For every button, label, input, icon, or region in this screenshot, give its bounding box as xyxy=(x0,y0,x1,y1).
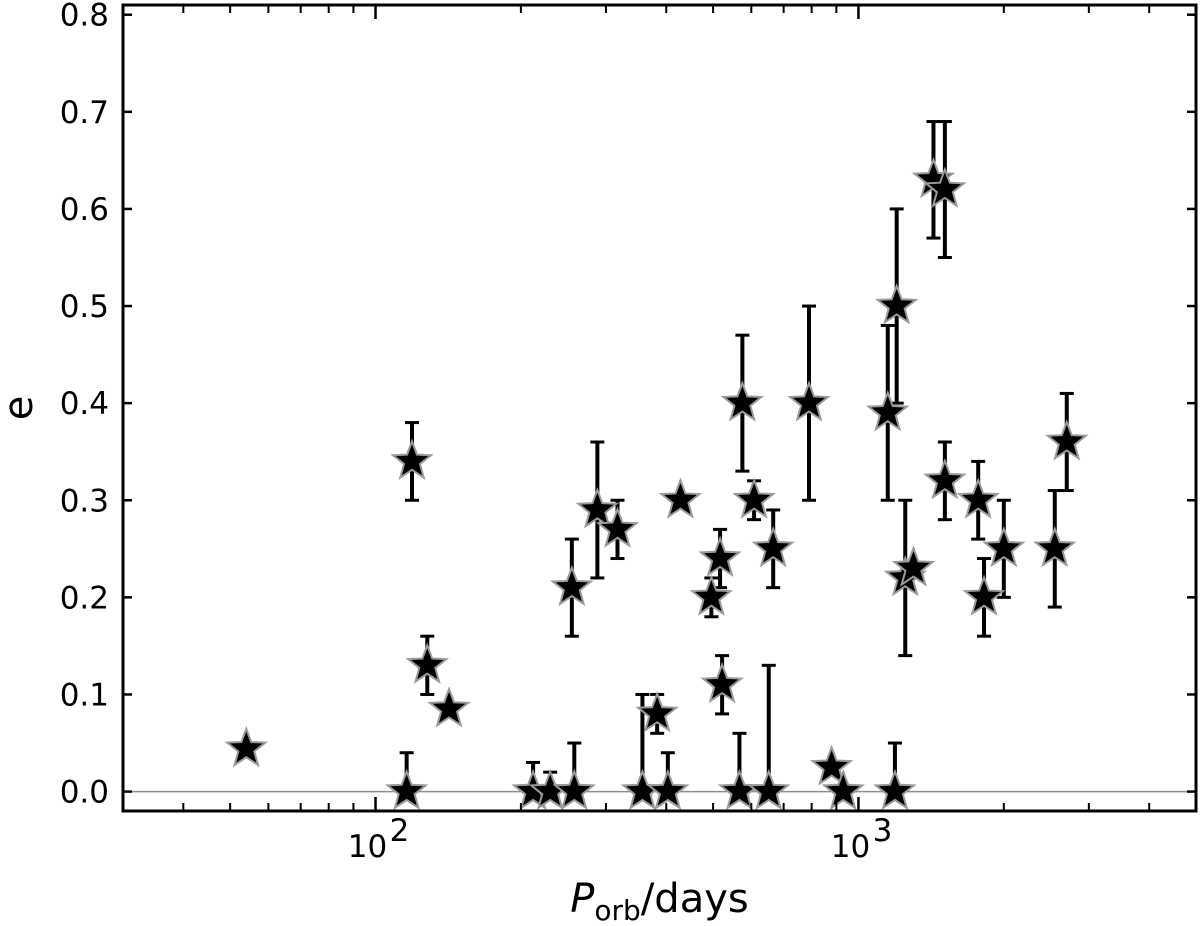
data-point-star xyxy=(689,574,734,616)
data-point-star xyxy=(550,564,594,607)
y-tick-label: 0.1 xyxy=(60,677,109,713)
y-tick-label: 0.3 xyxy=(60,483,109,519)
data-point-star xyxy=(873,768,917,811)
data-point-star xyxy=(809,744,854,786)
data-points-group xyxy=(224,156,1089,811)
labels-group: 0.00.10.20.30.40.50.60.70.810 2 10 3ePorb/d… xyxy=(0,0,892,926)
y-tick-label: 0.0 xyxy=(60,775,109,811)
x-tick-label: 10 xyxy=(348,829,387,865)
x-tick-label-exponent: 3 xyxy=(873,813,893,849)
data-point-star xyxy=(1033,525,1077,568)
x-axis-label: Porb/days xyxy=(570,876,748,926)
y-tick-label: 0.4 xyxy=(60,386,109,422)
data-point-star xyxy=(595,506,640,548)
data-point-star xyxy=(923,457,967,500)
data-point-star xyxy=(1045,419,1089,461)
y-axis-label: e xyxy=(0,396,42,421)
data-point-star xyxy=(552,768,597,811)
data-point-star xyxy=(390,438,434,480)
data-point-star xyxy=(224,725,269,768)
data-point-star xyxy=(575,487,620,529)
y-tick-label: 0.6 xyxy=(60,192,109,228)
data-point-star xyxy=(787,380,831,422)
data-point-star xyxy=(956,477,1000,519)
y-tick-label: 0.8 xyxy=(60,0,109,34)
plot-frame xyxy=(121,3,1198,813)
data-point-star xyxy=(658,477,703,519)
data-point-star xyxy=(427,686,471,728)
x-tick-label-exponent: 2 xyxy=(390,813,410,849)
y-tick-label: 0.2 xyxy=(60,580,109,616)
data-point-star xyxy=(405,642,450,684)
x-axis-label-subscript: orb xyxy=(594,894,640,926)
data-point-star xyxy=(962,574,1006,616)
data-point-star xyxy=(982,525,1026,568)
data-point-star xyxy=(698,535,742,578)
data-point-star xyxy=(874,283,919,325)
x-tick-label: 10 xyxy=(831,829,870,865)
data-point-star xyxy=(891,545,936,587)
y-tick-label: 0.7 xyxy=(60,95,109,131)
data-point-star xyxy=(720,380,765,422)
data-point-star xyxy=(646,768,690,811)
x-axis-label-unit: /days xyxy=(641,876,749,922)
data-point-star xyxy=(700,661,744,704)
data-point-star xyxy=(866,390,910,432)
data-point-star xyxy=(384,768,429,811)
data-point-star xyxy=(747,768,791,811)
data-point-star xyxy=(923,166,967,208)
data-point-star xyxy=(751,525,795,568)
data-point-star xyxy=(635,691,679,733)
x-axis-label-main: P xyxy=(570,876,595,922)
y-tick-label: 0.5 xyxy=(60,289,109,325)
data-point-star xyxy=(821,768,865,811)
data-point-star xyxy=(732,477,776,519)
